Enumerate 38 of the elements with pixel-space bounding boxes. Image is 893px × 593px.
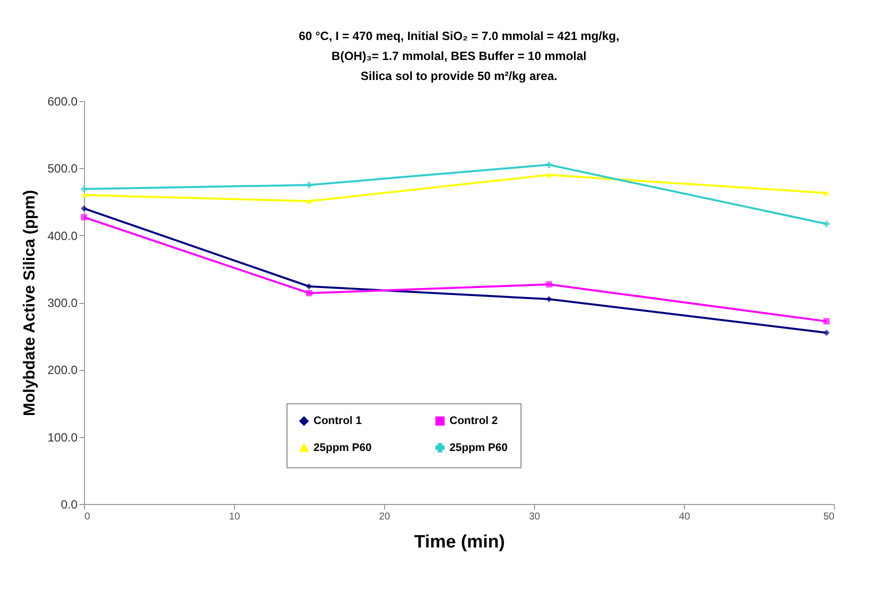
legend-label: 25ppm P60 xyxy=(314,442,372,454)
point xyxy=(306,182,312,188)
y-axis-title: Molybdate Active Silica (ppm) xyxy=(21,190,38,416)
x-tick-label: 10 xyxy=(228,512,240,522)
point xyxy=(823,318,830,324)
text: 60 °C, I = 470 meq, Initial SiO₂ = 7.0 mmolal = 421 mg/kg, xyxy=(298,29,620,43)
point xyxy=(546,162,552,168)
y-tick-label: 200.0 xyxy=(47,363,78,378)
x-tick-label: 30 xyxy=(528,512,540,522)
point xyxy=(80,186,88,192)
point xyxy=(823,220,830,228)
legend-label: Control 1 xyxy=(314,415,362,428)
legend-label: Control 2 xyxy=(450,415,498,428)
point xyxy=(306,283,312,290)
point xyxy=(80,192,88,198)
point xyxy=(80,214,88,220)
x-tick-label: 50 xyxy=(823,512,835,522)
x-tick-label: 20 xyxy=(378,512,390,522)
point xyxy=(546,296,552,302)
point xyxy=(546,172,552,178)
text: B(OH)₃= 1.7 mmolal, BES Buffer = 10 mmolal xyxy=(332,49,586,63)
x-tick-label: 0 xyxy=(84,512,90,522)
x-axis-title: Time (min) xyxy=(414,532,505,552)
y-tick-label: 400.0 xyxy=(47,228,78,243)
y-tick-label: 100.0 xyxy=(47,430,78,444)
text: Silica sol to provide 50 m²/kg area. xyxy=(360,69,558,83)
y-tick-label: 300.0 xyxy=(47,296,78,310)
y-tick-label: 0.0 xyxy=(60,498,78,512)
y-tick-label: 600.0 xyxy=(47,94,78,108)
point xyxy=(546,281,552,288)
x-tick-label: 40 xyxy=(678,512,690,522)
point xyxy=(306,198,312,204)
point xyxy=(80,205,88,212)
point xyxy=(823,330,830,336)
point xyxy=(306,290,312,296)
y-tick-label: 500.0 xyxy=(47,162,78,176)
point xyxy=(823,190,830,196)
legend-label: 25ppm P60 xyxy=(450,442,508,454)
